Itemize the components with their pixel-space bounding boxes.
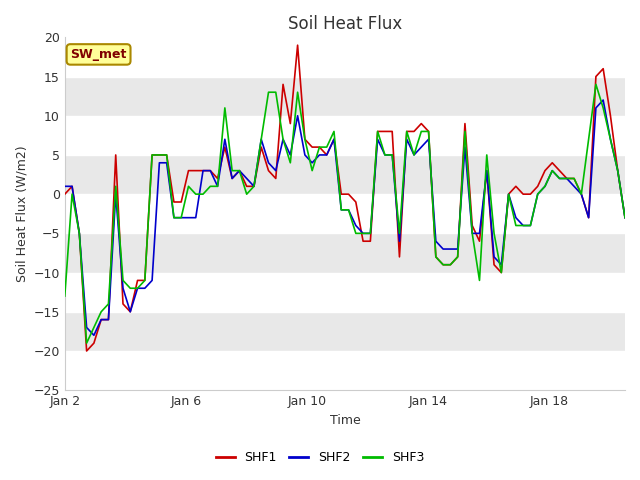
SHF1 bbox=[163, 152, 170, 158]
SHF1 bbox=[621, 215, 629, 220]
Legend: SHF1, SHF2, SHF3: SHF1, SHF2, SHF3 bbox=[211, 446, 429, 469]
Bar bbox=[65, 233, 625, 273]
SHF2 bbox=[250, 183, 258, 189]
SHF3 bbox=[592, 82, 600, 87]
SHF1 bbox=[359, 239, 367, 244]
SHF3 bbox=[250, 183, 258, 189]
SHF2 bbox=[352, 223, 360, 228]
Line: SHF3: SHF3 bbox=[65, 84, 625, 343]
SHF1 bbox=[294, 42, 301, 48]
SHF2 bbox=[90, 333, 98, 338]
Bar bbox=[65, 76, 625, 116]
Title: Soil Heat Flux: Soil Heat Flux bbox=[288, 15, 402, 33]
SHF1 bbox=[61, 191, 68, 197]
SHF3 bbox=[104, 301, 112, 307]
SHF3 bbox=[468, 230, 476, 236]
SHF3 bbox=[83, 340, 90, 346]
Bar bbox=[65, 155, 625, 194]
SHF1 bbox=[316, 144, 323, 150]
SHF2 bbox=[104, 317, 112, 323]
Bar bbox=[65, 312, 625, 351]
SHF2 bbox=[308, 160, 316, 166]
SHF3 bbox=[621, 215, 629, 220]
Y-axis label: Soil Heat Flux (W/m2): Soil Heat Flux (W/m2) bbox=[15, 145, 28, 282]
SHF3 bbox=[352, 230, 360, 236]
SHF1 bbox=[83, 348, 90, 354]
SHF2 bbox=[61, 183, 68, 189]
SHF3 bbox=[163, 152, 170, 158]
SHF3 bbox=[61, 293, 68, 299]
SHF1 bbox=[476, 239, 483, 244]
SHF1 bbox=[104, 317, 112, 323]
SHF2 bbox=[621, 215, 629, 220]
SHF2 bbox=[468, 230, 476, 236]
SHF2 bbox=[599, 97, 607, 103]
Line: SHF2: SHF2 bbox=[65, 100, 625, 336]
Text: SW_met: SW_met bbox=[70, 48, 127, 61]
SHF2 bbox=[163, 160, 170, 166]
Line: SHF1: SHF1 bbox=[65, 45, 625, 351]
X-axis label: Time: Time bbox=[330, 414, 360, 427]
SHF1 bbox=[250, 183, 258, 189]
SHF3 bbox=[308, 168, 316, 173]
